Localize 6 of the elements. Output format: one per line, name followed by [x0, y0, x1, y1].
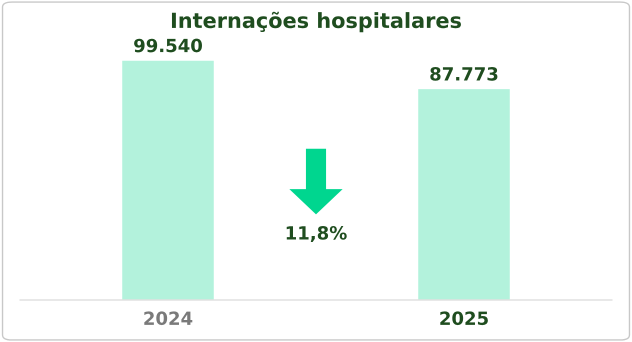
data-label: 87.773	[430, 67, 498, 81]
data-label: 99.540	[134, 38, 202, 52]
x-tick-label: 2025	[440, 311, 488, 326]
chart-title: Internações hospitalares	[172, 12, 461, 32]
x-tick-label: 2024	[144, 311, 192, 326]
annotation: 11,8%	[286, 226, 347, 242]
